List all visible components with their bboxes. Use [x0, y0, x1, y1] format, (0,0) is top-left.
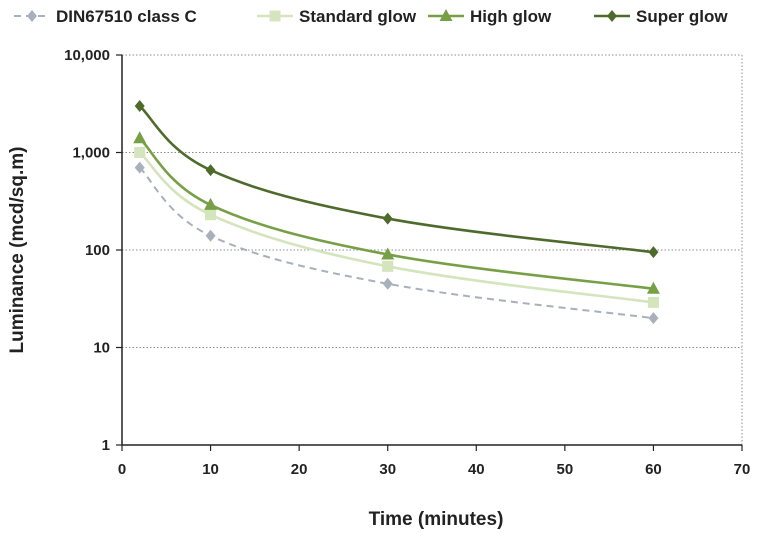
series-1 — [134, 161, 659, 325]
x-axis-title: Time (minutes) — [369, 509, 504, 530]
x-tick-label: 60 — [645, 461, 662, 478]
legend-item: Super glow — [594, 7, 728, 26]
x-tick-label: 0 — [118, 461, 126, 478]
y-tick-label: 10 — [93, 340, 110, 357]
x-tick-label: 30 — [379, 461, 396, 478]
series-line — [138, 151, 654, 304]
x-tick-label: 10 — [202, 461, 219, 478]
data-point — [381, 247, 395, 260]
y-tick-label: 100 — [85, 242, 110, 259]
series-line — [138, 137, 654, 291]
legend-label: Super glow — [636, 7, 728, 26]
legend-item: DIN67510 class C — [14, 7, 197, 26]
y-tick-label: 1,000 — [72, 145, 110, 162]
y-axis-title: Luminance (mcd/sq.m) — [7, 147, 28, 354]
series-line — [138, 105, 654, 254]
data-point — [648, 312, 659, 325]
series-line — [139, 166, 654, 320]
data-point — [382, 260, 394, 272]
y-tick-label: 10,000 — [64, 47, 110, 64]
series-group — [133, 99, 660, 325]
legend-marker — [27, 10, 37, 22]
x-tick-label: 20 — [291, 461, 308, 478]
data-point — [205, 164, 216, 177]
x-tick-label: 70 — [734, 461, 751, 478]
legend-marker — [439, 9, 453, 21]
legend: DIN67510 class C Standard glow High glow Su… — [14, 7, 728, 26]
data-point — [205, 209, 217, 221]
legend-item: High glow — [428, 7, 552, 26]
data-point — [134, 161, 145, 174]
data-point — [382, 277, 393, 290]
series-4 — [134, 99, 659, 259]
legend-label: High glow — [470, 7, 552, 26]
data-point — [205, 229, 216, 242]
data-point — [133, 131, 147, 144]
series-3 — [133, 131, 660, 294]
data-point — [204, 197, 218, 210]
grid — [122, 54, 743, 445]
x-tick-label: 50 — [557, 461, 574, 478]
data-point — [134, 147, 146, 158]
x-tick-label: 40 — [468, 461, 485, 478]
legend-label: DIN67510 class C — [56, 7, 197, 26]
data-point — [134, 99, 145, 112]
y-tick-label: 1 — [102, 437, 110, 454]
legend-marker — [607, 10, 617, 22]
series-2 — [134, 147, 659, 308]
axes: 1 10 100 1,000 10,000 0 10 20 30 40 50 60 70 — [64, 47, 750, 478]
legend-item: Standard glow — [257, 7, 417, 26]
data-point — [647, 296, 659, 308]
data-point — [382, 212, 393, 225]
data-point — [646, 281, 660, 294]
legend-label: Standard glow — [299, 7, 417, 26]
data-point — [648, 246, 659, 259]
legend-marker — [269, 10, 281, 22]
